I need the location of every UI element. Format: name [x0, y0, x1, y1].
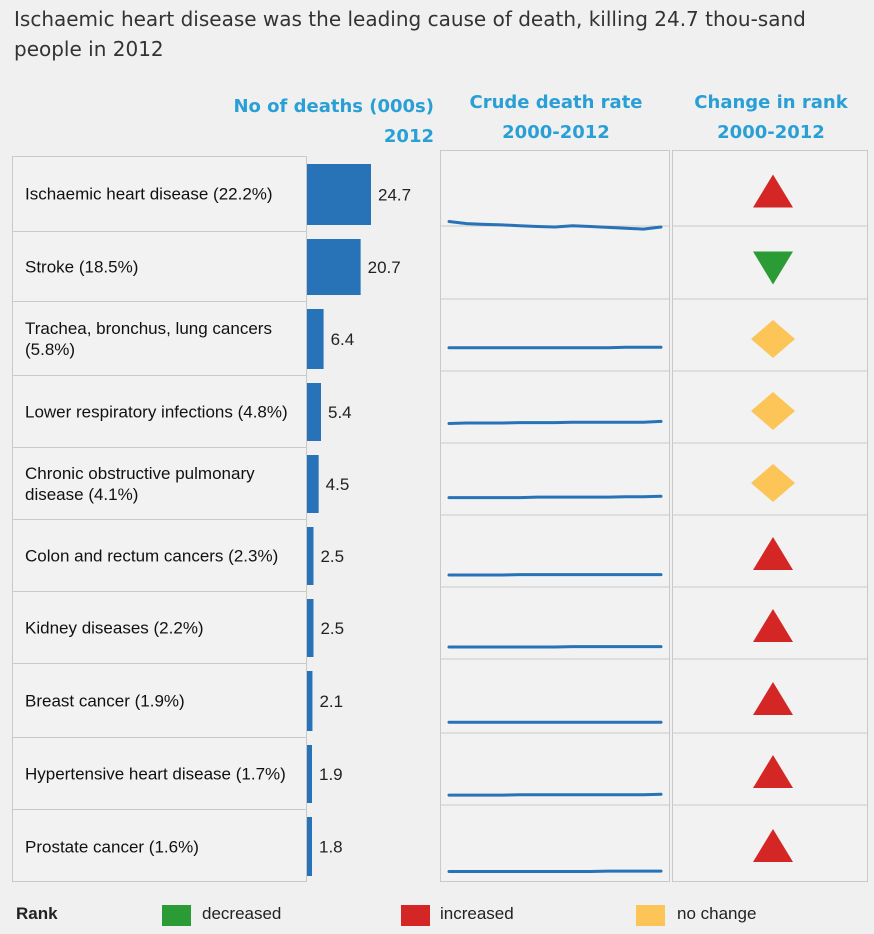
- cause-label: Prostate cancer (1.6%): [25, 837, 199, 856]
- cause-row: Prostate cancer (1.6%): [13, 810, 306, 883]
- cause-row: Lower respiratory infections (4.8%): [13, 376, 306, 448]
- rank-increased-marker: [753, 537, 793, 570]
- cause-label: Trachea, bronchus, lung cancers (5.8%): [25, 318, 272, 359]
- deaths-value-label: 1.9: [319, 765, 343, 784]
- rank-no-change-marker: [751, 464, 795, 502]
- deaths-bar: [307, 745, 312, 803]
- deaths-header-line2: 2012: [383, 126, 434, 147]
- cause-label: Colon and rectum cancers (2.3%): [25, 546, 279, 565]
- rank-increased-marker: [753, 682, 793, 715]
- deaths-value-label: 4.5: [326, 475, 350, 494]
- deaths-bar: [307, 527, 314, 585]
- cause-row: Ischaemic heart disease (22.2%): [13, 157, 306, 232]
- cause-row: Colon and rectum cancers (2.3%): [13, 520, 306, 592]
- deaths-value-label: 2.5: [320, 547, 344, 566]
- rate-trend-line: [447, 419, 663, 425]
- cause-row: Kidney diseases (2.2%): [13, 592, 306, 664]
- deaths-bar: [307, 309, 324, 369]
- deaths-value-label: 2.1: [319, 692, 343, 711]
- rank-increased-marker: [753, 755, 793, 788]
- crude-death-rate-panel: [440, 150, 670, 882]
- legend-swatch-increased: [401, 905, 430, 926]
- rank-no-change-marker: [751, 320, 795, 358]
- rate-trend-line: [447, 792, 663, 797]
- deaths-bar: [307, 383, 321, 441]
- rank-increased-marker: [753, 829, 793, 862]
- deaths-value-label: 1.8: [319, 838, 343, 857]
- deaths-bar: [307, 455, 319, 513]
- deaths-value-label: 5.4: [328, 403, 352, 422]
- cause-row: Hypertensive heart disease (1.7%): [13, 738, 306, 810]
- deaths-bar: [307, 599, 314, 657]
- rate-column-header: Crude death rate 2000-2012: [442, 88, 670, 148]
- rate-header-line1: Crude death rate: [469, 92, 643, 113]
- cause-row: Stroke (18.5%): [13, 232, 306, 302]
- cause-label: Stroke (18.5%): [25, 257, 139, 276]
- cause-label-panel: Ischaemic heart disease (22.2%) Stroke (1…: [12, 156, 307, 882]
- deaths-value-label: 2.5: [320, 619, 344, 638]
- deaths-bar: [307, 164, 371, 225]
- cause-label: Lower respiratory infections (4.8%): [25, 402, 288, 421]
- rank-column-header: Change in rank 2000-2012: [672, 88, 870, 148]
- deaths-bar: [307, 671, 313, 731]
- cause-row: Trachea, bronchus, lung cancers (5.8%): [13, 302, 306, 376]
- deaths-value-label: 20.7: [368, 258, 401, 277]
- legend-swatch-no-change: [636, 905, 665, 926]
- deaths-bar-chart: 24.7 20.7 6.4 5.4 4.5 2.5 2.5 2.1 1.9 1.8: [307, 164, 411, 876]
- rate-trend-line: [447, 494, 663, 500]
- deaths-bar: [307, 817, 312, 876]
- deaths-header-line1: No of deaths (000s): [233, 96, 434, 117]
- rate-trend-line: [447, 220, 663, 231]
- cause-label: Hypertensive heart disease (1.7%): [25, 764, 286, 783]
- deaths-value-label: 24.7: [378, 186, 411, 205]
- cause-row: Breast cancer (1.9%): [13, 664, 306, 738]
- cause-label: Kidney diseases (2.2%): [25, 618, 204, 637]
- legend-title: Rank: [16, 904, 58, 923]
- rank-increased-marker: [753, 174, 793, 208]
- rate-trend-lines: [441, 220, 669, 873]
- legend-label-decreased: decreased: [202, 904, 282, 923]
- deaths-column-header: No of deaths (000s) 2012: [180, 92, 434, 152]
- rank-no-change-marker: [751, 392, 795, 430]
- rate-header-line2: 2000-2012: [502, 122, 610, 143]
- cause-label: Chronic obstructive pulmonary disease (4…: [25, 463, 255, 504]
- rank-decreased-marker: [753, 251, 793, 285]
- legend-label-increased: increased: [440, 904, 514, 923]
- rank-header-line2: 2000-2012: [717, 122, 825, 143]
- cause-label: Breast cancer (1.9%): [25, 691, 185, 710]
- deaths-value-label: 6.4: [331, 330, 355, 349]
- deaths-bar: [307, 239, 361, 295]
- rank-legend: Rank decreased increased no change: [0, 886, 874, 934]
- rank-change-panel: [672, 150, 868, 882]
- chart-headline: Ischaemic heart disease was the leading …: [14, 7, 806, 61]
- rank-increased-marker: [753, 609, 793, 642]
- rank-header-line1: Change in rank: [694, 92, 848, 113]
- cause-label: Ischaemic heart disease (22.2%): [25, 184, 273, 204]
- legend-swatch-decreased: [162, 905, 191, 926]
- rank-change-markers: [673, 174, 867, 862]
- legend-label-no-change: no change: [677, 904, 757, 923]
- cause-row: Chronic obstructive pulmonary disease (4…: [13, 448, 306, 520]
